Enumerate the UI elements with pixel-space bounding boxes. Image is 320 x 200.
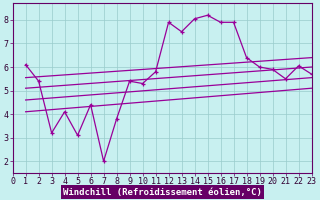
X-axis label: Windchill (Refroidissement éolien,°C): Windchill (Refroidissement éolien,°C) — [63, 188, 261, 197]
